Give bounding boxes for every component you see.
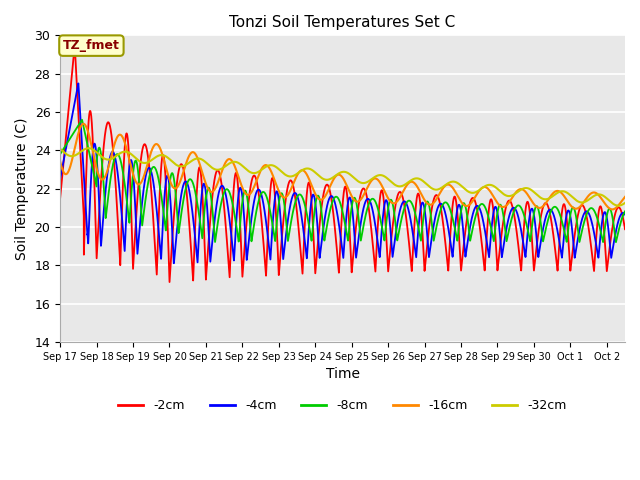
- -8cm: [478, 201, 486, 207]
- -4cm: [273, 189, 280, 195]
- -4cm: [396, 211, 403, 217]
- -2cm: [521, 214, 529, 220]
- -8cm: [612, 240, 620, 245]
- -2cm: [273, 215, 280, 220]
- Line: -2cm: -2cm: [60, 45, 625, 282]
- -32cm: [272, 164, 280, 170]
- Line: -8cm: -8cm: [60, 120, 625, 242]
- -4cm: [478, 213, 486, 218]
- -16cm: [609, 206, 616, 212]
- -2cm: [166, 279, 173, 285]
- -8cm: [56, 151, 64, 157]
- -16cm: [395, 196, 403, 202]
- -8cm: [521, 215, 529, 220]
- Line: -16cm: -16cm: [60, 124, 625, 209]
- -4cm: [621, 212, 629, 217]
- -16cm: [621, 194, 629, 200]
- -4cm: [56, 176, 64, 182]
- -32cm: [478, 185, 486, 191]
- -4cm: [170, 261, 178, 266]
- -32cm: [621, 200, 629, 206]
- Line: -4cm: -4cm: [60, 84, 625, 264]
- -8cm: [78, 117, 86, 122]
- -32cm: [84, 145, 92, 151]
- -2cm: [71, 42, 79, 48]
- -2cm: [56, 195, 64, 201]
- X-axis label: Time: Time: [326, 367, 360, 381]
- Text: TZ_fmet: TZ_fmet: [63, 39, 120, 52]
- -32cm: [424, 182, 431, 188]
- -2cm: [424, 237, 431, 243]
- Line: -32cm: -32cm: [60, 148, 625, 205]
- -4cm: [424, 238, 431, 244]
- -8cm: [272, 228, 280, 233]
- Legend: -2cm, -4cm, -8cm, -16cm, -32cm: -2cm, -4cm, -8cm, -16cm, -32cm: [113, 394, 572, 417]
- -8cm: [395, 228, 403, 234]
- Y-axis label: Soil Temperature (C): Soil Temperature (C): [15, 118, 29, 260]
- -16cm: [424, 201, 431, 206]
- -32cm: [521, 185, 529, 191]
- -4cm: [521, 250, 529, 255]
- -2cm: [478, 241, 486, 247]
- -4cm: [159, 221, 166, 227]
- -8cm: [159, 204, 166, 210]
- Title: Tonzi Soil Temperatures Set C: Tonzi Soil Temperatures Set C: [230, 15, 456, 30]
- -2cm: [621, 227, 629, 232]
- -16cm: [521, 188, 529, 194]
- -8cm: [621, 208, 629, 214]
- -2cm: [396, 190, 403, 195]
- -16cm: [478, 185, 486, 191]
- -32cm: [395, 183, 403, 189]
- -8cm: [424, 199, 431, 204]
- -4cm: [74, 81, 82, 86]
- -16cm: [79, 121, 87, 127]
- -32cm: [56, 146, 64, 152]
- -32cm: [614, 203, 622, 208]
- -32cm: [159, 152, 166, 158]
- -16cm: [159, 153, 166, 159]
- -16cm: [56, 158, 64, 164]
- -16cm: [272, 181, 280, 187]
- -2cm: [159, 152, 166, 158]
